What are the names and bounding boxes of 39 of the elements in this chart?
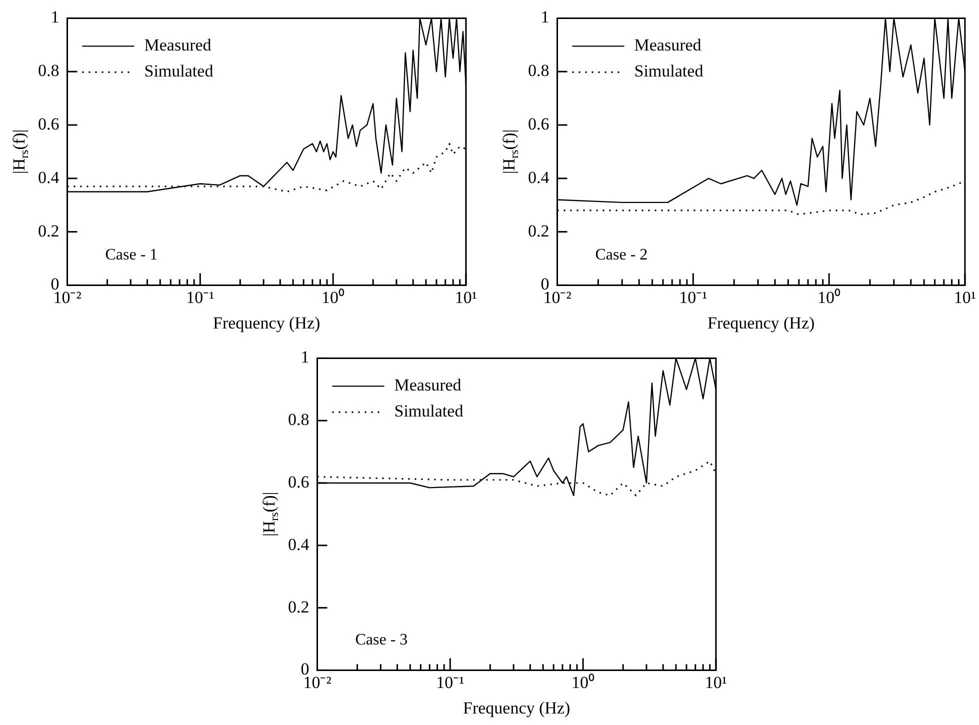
y-tick-label: 0.8 bbox=[528, 61, 550, 80]
y-tick-label: 0.8 bbox=[38, 61, 60, 80]
annotation: Case - 1 bbox=[105, 246, 158, 264]
x-tick-label: 10⁻¹ bbox=[436, 672, 464, 692]
x-tick-label: 10¹ bbox=[454, 288, 478, 307]
y-tick-label: 0.4 bbox=[288, 534, 310, 554]
y-tick-label: 0.6 bbox=[528, 114, 550, 134]
y-axis-title: |Hrs(f)| bbox=[259, 492, 282, 537]
legend-label: Measured bbox=[394, 376, 462, 395]
x-tick-label: 10⁰ bbox=[322, 288, 345, 307]
x-axis-title: Frequency (Hz) bbox=[463, 698, 570, 718]
y-tick-label: 0.2 bbox=[528, 221, 550, 240]
y-axis-title: |Hrs(f)| bbox=[499, 129, 522, 174]
x-axis-title: Frequency (Hz) bbox=[213, 313, 320, 332]
annotation: Case - 2 bbox=[595, 246, 648, 264]
y-axis-title: |Hrs(f)| bbox=[9, 129, 32, 174]
y-tick-label: 0.8 bbox=[288, 410, 310, 430]
y-tick-label: 0.4 bbox=[528, 168, 550, 187]
x-tick-label: 10⁰ bbox=[572, 672, 595, 692]
x-axis-title: Frequency (Hz) bbox=[708, 313, 815, 332]
legend-label: Simulated bbox=[394, 402, 464, 421]
y-tick-label: 0.6 bbox=[288, 472, 310, 492]
legend-label: Measured bbox=[144, 36, 212, 55]
x-tick-label: 10¹ bbox=[704, 672, 728, 692]
y-tick-label: 0.4 bbox=[38, 168, 60, 187]
legend-label: Measured bbox=[634, 36, 702, 55]
y-tick-label: 0.2 bbox=[38, 221, 60, 240]
x-tick-label: 10⁻¹ bbox=[679, 288, 708, 307]
legend-label: Simulated bbox=[634, 62, 704, 81]
x-tick-label: 10¹ bbox=[954, 288, 976, 307]
y-tick-label: 1 bbox=[540, 8, 550, 27]
y-tick-label: 1 bbox=[50, 8, 60, 27]
legend-label: Simulated bbox=[144, 62, 214, 81]
y-tick-label: 0.6 bbox=[38, 114, 60, 134]
annotation: Case - 3 bbox=[355, 631, 408, 648]
x-tick-label: 10⁻¹ bbox=[186, 288, 214, 307]
y-tick-label: 0.2 bbox=[288, 597, 310, 616]
y-tick-label: 1 bbox=[300, 348, 310, 367]
x-tick-label: 10⁰ bbox=[818, 288, 841, 307]
